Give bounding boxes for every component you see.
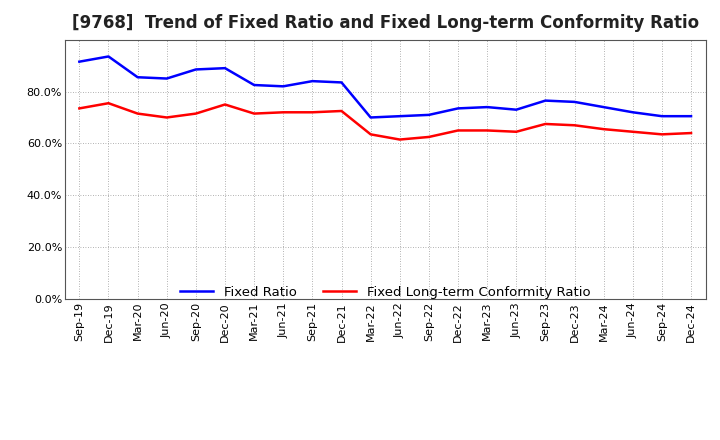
Fixed Long-term Conformity Ratio	[337, 108, 346, 114]
Fixed Long-term Conformity Ratio	[512, 129, 521, 134]
Line: Fixed Ratio: Fixed Ratio	[79, 56, 691, 117]
Fixed Long-term Conformity Ratio	[220, 102, 229, 107]
Fixed Ratio	[483, 104, 492, 110]
Fixed Long-term Conformity Ratio	[104, 101, 113, 106]
Fixed Ratio	[250, 82, 258, 88]
Fixed Long-term Conformity Ratio	[425, 134, 433, 139]
Fixed Long-term Conformity Ratio	[541, 121, 550, 127]
Fixed Ratio	[629, 110, 637, 115]
Fixed Ratio	[425, 112, 433, 117]
Fixed Ratio	[133, 75, 142, 80]
Legend: Fixed Ratio, Fixed Long-term Conformity Ratio: Fixed Ratio, Fixed Long-term Conformity …	[175, 281, 595, 304]
Line: Fixed Long-term Conformity Ratio: Fixed Long-term Conformity Ratio	[79, 103, 691, 139]
Fixed Ratio	[454, 106, 462, 111]
Fixed Long-term Conformity Ratio	[395, 137, 404, 142]
Fixed Ratio	[599, 104, 608, 110]
Fixed Long-term Conformity Ratio	[133, 111, 142, 116]
Fixed Ratio	[687, 114, 696, 119]
Fixed Long-term Conformity Ratio	[279, 110, 287, 115]
Fixed Long-term Conformity Ratio	[454, 128, 462, 133]
Fixed Ratio	[308, 78, 317, 84]
Fixed Ratio	[366, 115, 375, 120]
Fixed Long-term Conformity Ratio	[657, 132, 666, 137]
Fixed Long-term Conformity Ratio	[687, 130, 696, 136]
Fixed Long-term Conformity Ratio	[629, 129, 637, 134]
Fixed Long-term Conformity Ratio	[308, 110, 317, 115]
Fixed Long-term Conformity Ratio	[192, 111, 200, 116]
Fixed Ratio	[395, 114, 404, 119]
Fixed Ratio	[220, 66, 229, 71]
Fixed Ratio	[75, 59, 84, 64]
Fixed Ratio	[541, 98, 550, 103]
Fixed Long-term Conformity Ratio	[570, 123, 579, 128]
Fixed Long-term Conformity Ratio	[250, 111, 258, 116]
Fixed Ratio	[337, 80, 346, 85]
Fixed Long-term Conformity Ratio	[599, 127, 608, 132]
Fixed Long-term Conformity Ratio	[366, 132, 375, 137]
Fixed Long-term Conformity Ratio	[483, 128, 492, 133]
Fixed Ratio	[163, 76, 171, 81]
Fixed Ratio	[657, 114, 666, 119]
Fixed Ratio	[512, 107, 521, 112]
Fixed Long-term Conformity Ratio	[75, 106, 84, 111]
Title: [9768]  Trend of Fixed Ratio and Fixed Long-term Conformity Ratio: [9768] Trend of Fixed Ratio and Fixed Lo…	[71, 15, 699, 33]
Fixed Ratio	[570, 99, 579, 105]
Fixed Ratio	[104, 54, 113, 59]
Fixed Long-term Conformity Ratio	[163, 115, 171, 120]
Fixed Ratio	[279, 84, 287, 89]
Fixed Ratio	[192, 67, 200, 72]
